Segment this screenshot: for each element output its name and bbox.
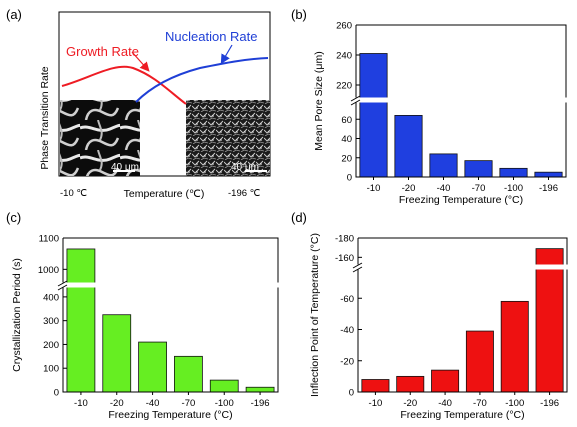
x-tick-label: -10 <box>367 183 381 194</box>
sem-scalebar-left <box>113 170 135 172</box>
bar-c-1 <box>102 314 132 393</box>
chart-d: 0 -20 -40 -60 -160 -180 -10 -20 -40 -70 -100 -196 Fr… <box>309 233 573 421</box>
x-tick-label: -40 <box>438 398 452 409</box>
chart-c: 0 100 200 300 400 1000 1100 -10 -20 -40 -70 -100 -19… <box>11 234 284 421</box>
panel-a-ylabel: Phase Transition Rate <box>39 66 51 169</box>
growth-rate-curve <box>61 65 187 105</box>
panel-a: (a) Phase Transition Rate 40 μm 40 μm Gr… <box>6 7 271 200</box>
y-tick-label: -160 <box>335 253 354 264</box>
bar-d-2 <box>431 369 460 393</box>
y-tick-label: 0 <box>349 388 354 399</box>
panel-c: (c) 0 100 200 300 400 1000 1100 -10 -20 -40 -70 -10… <box>6 210 284 421</box>
panel-a-xright: -196 ℃ <box>228 188 261 199</box>
sem-image-left <box>60 100 140 176</box>
axis-break-gap <box>352 264 573 270</box>
panel-d-label: (d) <box>291 210 307 225</box>
sem-scalebar-right <box>245 170 267 172</box>
growth-rate-label: Growth Rate <box>66 44 139 59</box>
panel-b-label: (b) <box>291 7 307 22</box>
nucleation-rate-arrow <box>220 44 233 65</box>
panel-b: (b) 0 20 40 60 220 240 260 -10 -20 -40 -70 -100 -196… <box>291 7 572 206</box>
x-tick-label: -10 <box>74 398 88 409</box>
x-tick-label: -196 <box>251 398 270 409</box>
y-tick-label: 60 <box>341 115 352 126</box>
y-tick-label: 40 <box>341 134 352 145</box>
y-tick-label: 200 <box>43 340 59 351</box>
y-tick-label: -40 <box>340 325 354 336</box>
x-axis-label: Freezing Temperature (°C) <box>400 409 524 421</box>
bar-d-5 <box>535 248 564 393</box>
sem-scale-left: 40 μm <box>111 162 139 173</box>
nucleation-rate-curve <box>135 57 269 103</box>
bar-b-5 <box>534 171 563 178</box>
plot-frame <box>62 237 279 393</box>
y-axis-label: Inflection Point of Temperature (°C) <box>309 233 321 397</box>
bar-b-2 <box>429 153 458 178</box>
y-tick-label: -20 <box>340 356 354 367</box>
bar-d-4 <box>500 300 529 393</box>
bar-c-5 <box>245 386 275 393</box>
y-tick-label: 220 <box>336 81 352 92</box>
x-tick-label: -20 <box>402 183 416 194</box>
chart-b: 0 20 40 60 220 240 260 -10 -20 -40 -70 -100 -196 Free… <box>313 21 572 206</box>
bar-b-1 <box>394 115 423 178</box>
bar-c-2 <box>138 341 167 393</box>
y-tick-label: 100 <box>43 364 59 375</box>
panel-a-label: (a) <box>6 7 22 22</box>
x-tick-label: -20 <box>110 398 124 409</box>
y-tick-label: 0 <box>54 388 59 399</box>
x-tick-label: -40 <box>437 183 451 194</box>
y-tick-label: 20 <box>341 153 352 164</box>
bar-c-4 <box>209 379 239 393</box>
axis-break-gap <box>350 97 572 103</box>
panel-a-frame <box>58 11 271 177</box>
x-axis-label: Freezing Temperature (°C) <box>399 194 523 206</box>
x-tick-label: -100 <box>215 398 234 409</box>
x-tick-label: -196 <box>540 398 559 409</box>
bar-d-0 <box>361 379 390 393</box>
bar-b-4 <box>499 167 528 178</box>
axis-break-gap <box>57 282 284 288</box>
y-tick-label: -60 <box>340 294 354 305</box>
panel-d: (d) 0 -20 -40 -60 -160 -180 -10 -20 -40 -70 -100 -1… <box>291 210 573 421</box>
y-tick-label: 260 <box>336 21 352 32</box>
y-tick-label: 240 <box>336 51 352 62</box>
x-tick-label: -70 <box>472 183 486 194</box>
x-tick-label: -20 <box>403 398 417 409</box>
bar-c-3 <box>174 355 203 393</box>
bar-c-0 <box>66 248 96 393</box>
panel-c-label: (c) <box>6 210 21 225</box>
bar-d-1 <box>396 375 425 393</box>
panel-a-xlabel: Temperature (℃) <box>124 188 205 200</box>
plot-frame <box>357 237 568 393</box>
x-axis-label: Freezing Temperature (°C) <box>108 409 232 421</box>
y-tick-label: 1100 <box>39 234 59 245</box>
growth-rate-arrow <box>131 51 150 72</box>
nucleation-rate-label: Nucleation Rate <box>165 29 258 44</box>
x-tick-label: -100 <box>504 183 523 194</box>
x-tick-label: -40 <box>146 398 160 409</box>
bar-b-0 <box>359 53 388 178</box>
y-tick-label: 300 <box>43 316 59 327</box>
sem-scale-right: 40 μm <box>231 162 259 173</box>
y-tick-label: -180 <box>335 234 354 245</box>
bar-b-3 <box>464 160 493 178</box>
bar-d-3 <box>465 330 494 393</box>
y-axis-label: Mean Pore Size (μm) <box>313 51 325 150</box>
panel-a-xleft: -10 ℃ <box>60 188 87 199</box>
y-tick-label: 0 <box>347 173 352 184</box>
sem-image-right <box>186 100 270 176</box>
x-tick-label: -70 <box>182 398 196 409</box>
x-tick-label: -100 <box>505 398 524 409</box>
x-tick-label: -70 <box>473 398 487 409</box>
x-tick-label: -196 <box>539 183 558 194</box>
y-tick-label: 1000 <box>38 265 59 276</box>
y-axis-label: Crystallization Period (s) <box>11 258 23 372</box>
y-tick-label: 400 <box>43 292 59 303</box>
x-tick-label: -10 <box>369 398 383 409</box>
